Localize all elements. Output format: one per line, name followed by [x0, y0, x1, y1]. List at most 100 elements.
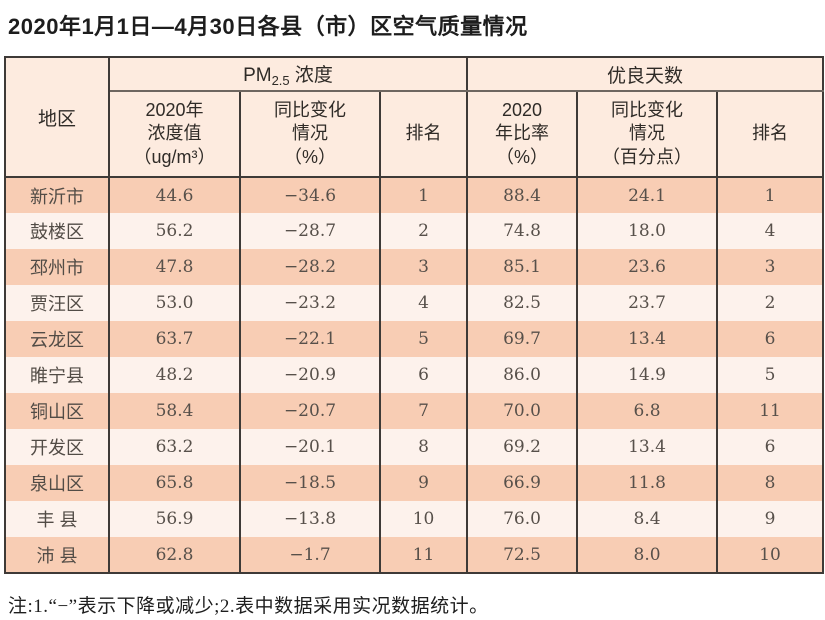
cell-pm-value: 65.8 [108, 465, 241, 501]
cell-days-rate: 86.0 [466, 357, 579, 393]
cell-days-change: 13.4 [576, 429, 719, 465]
cell-days-change: 8.0 [576, 537, 719, 573]
cell-pm-value: 44.6 [108, 177, 241, 213]
cell-region: 睢宁县 [4, 357, 110, 393]
cell-pm-change: −28.7 [239, 213, 381, 249]
cell-pm-value: 56.9 [108, 501, 241, 537]
cell-days-rate: 66.9 [466, 465, 579, 501]
group-header-row: 地区 PM2.5 浓度 优良天数 [4, 57, 825, 177]
cell-pm-change: −22.1 [239, 321, 381, 357]
cell-pm-change: −18.5 [239, 465, 381, 501]
cell-days-change: 24.1 [576, 177, 719, 213]
cell-region: 贾汪区 [4, 285, 110, 321]
col-group-pm25: PM2.5 浓度 [107, 57, 469, 92]
cell-days-change: 8.4 [576, 501, 719, 537]
table-row: 鼓楼区 56.2 −28.7 2 74.8 18.0 4 [4, 213, 825, 249]
cell-days-rate: 69.7 [466, 321, 579, 357]
page-title: 2020年1月1日—4月30日各县（市）区空气质量情况 [8, 14, 528, 39]
cell-days-change: 18.0 [576, 213, 719, 249]
cell-days-rank: 5 [716, 357, 825, 393]
cell-region: 铜山区 [4, 393, 110, 429]
col-header-days-rate: 2020 年比率 （%） [466, 91, 579, 177]
cell-days-rate: 76.0 [466, 501, 579, 537]
cell-pm-value: 53.0 [108, 285, 241, 321]
cell-days-rank: 11 [716, 393, 825, 429]
table-row: 开发区 63.2 −20.1 8 69.2 13.4 6 [4, 429, 825, 465]
cell-pm-value: 62.8 [108, 537, 241, 573]
cell-days-rank: 10 [716, 537, 825, 573]
col-header-pm-change: 同比变化 情况 （%） [239, 91, 381, 177]
cell-pm-change: −1.7 [239, 537, 381, 573]
cell-days-rank: 9 [716, 501, 825, 537]
cell-pm-rank: 3 [378, 249, 469, 285]
cell-pm-rank: 8 [378, 429, 469, 465]
cell-pm-rank: 10 [378, 501, 469, 537]
cell-region: 丰 县 [4, 501, 110, 537]
cell-pm-rank: 1 [378, 177, 469, 213]
cell-region: 泉山区 [4, 465, 110, 501]
footnote: 注:1.“−”表示下降或减少;2.表中数据采用实况数据统计。 [8, 596, 489, 617]
cell-pm-rank: 5 [378, 321, 469, 357]
col-header-pm-rank: 排名 [378, 91, 469, 177]
cell-pm-rank: 7 [378, 393, 469, 429]
table-row: 沛 县 62.8 −1.7 11 72.5 8.0 10 [4, 537, 825, 573]
cell-pm-rank: 9 [378, 465, 469, 501]
cell-days-rank: 2 [716, 285, 825, 321]
cell-region: 鼓楼区 [4, 213, 110, 249]
cell-pm-change: −20.9 [239, 357, 381, 393]
cell-days-change: 11.8 [576, 465, 719, 501]
cell-pm-value: 47.8 [108, 249, 241, 285]
cell-pm-rank: 11 [378, 537, 469, 573]
table-row: 铜山区 58.4 −20.7 7 70.0 6.8 11 [4, 393, 825, 429]
cell-days-rate: 70.0 [466, 393, 579, 429]
pm25-label: PM2.5 浓度 [243, 65, 333, 88]
cell-pm-value: 58.4 [108, 393, 241, 429]
cell-region: 邳州市 [4, 249, 110, 285]
cell-pm-rank: 4 [378, 285, 469, 321]
cell-region: 沛 县 [4, 537, 110, 573]
cell-days-change: 23.6 [576, 249, 719, 285]
col-header-days-rank: 排名 [716, 91, 825, 177]
cell-days-change: 13.4 [576, 321, 719, 357]
table-row: 睢宁县 48.2 −20.9 6 86.0 14.9 5 [4, 357, 825, 393]
table-row: 邳州市 47.8 −28.2 3 85.1 23.6 3 [4, 249, 825, 285]
cell-pm-rank: 6 [378, 357, 469, 393]
cell-pm-change: −20.7 [239, 393, 381, 429]
cell-pm-change: −28.2 [239, 249, 381, 285]
cell-days-rate: 85.1 [466, 249, 579, 285]
col-group-good-days: 优良天数 [466, 57, 825, 92]
col-header-pm-value: 2020年 浓度值 （ug/m³） [108, 91, 241, 177]
cell-days-rate: 72.5 [466, 537, 579, 573]
cell-pm-rank: 2 [378, 213, 469, 249]
table-row: 泉山区 65.8 −18.5 9 66.9 11.8 8 [4, 465, 825, 501]
cell-days-rank: 3 [716, 249, 825, 285]
air-quality-table: 地区 PM2.5 浓度 优良天数 2020年 浓度值 （ug/m³） 同比变化 … [4, 56, 825, 574]
table-row: 贾汪区 53.0 −23.2 4 82.5 23.7 2 [4, 285, 825, 321]
cell-days-rank: 1 [716, 177, 825, 213]
cell-pm-change: −34.6 [239, 177, 381, 213]
cell-region: 云龙区 [4, 321, 110, 357]
cell-days-change: 23.7 [576, 285, 719, 321]
cell-pm-value: 63.2 [108, 429, 241, 465]
table-row: 云龙区 63.7 −22.1 5 69.7 13.4 6 [4, 321, 825, 357]
cell-days-rate: 82.5 [466, 285, 579, 321]
cell-pm-change: −13.8 [239, 501, 381, 537]
table-row: 新沂市 44.6 −34.6 1 88.4 24.1 1 [4, 177, 825, 213]
cell-days-change: 6.8 [576, 393, 719, 429]
cell-pm-change: −23.2 [239, 285, 381, 321]
cell-region: 开发区 [4, 429, 110, 465]
cell-days-rank: 6 [716, 429, 825, 465]
pm25-subscript: 2.5 [271, 73, 290, 88]
cell-days-change: 14.9 [576, 357, 719, 393]
cell-days-rate: 74.8 [466, 213, 579, 249]
cell-pm-value: 63.7 [108, 321, 241, 357]
table-row: 丰 县 56.9 −13.8 10 76.0 8.4 9 [4, 501, 825, 537]
cell-pm-value: 48.2 [108, 357, 241, 393]
col-header-days-change: 同比变化 情况 （百分点） [576, 91, 719, 177]
table-body: 新沂市 44.6 −34.6 1 88.4 24.1 1 鼓楼区 56.2 −2… [4, 177, 825, 573]
col-header-region: 地区 [4, 57, 110, 177]
cell-pm-value: 56.2 [108, 213, 241, 249]
cell-pm-change: −20.1 [239, 429, 381, 465]
sub-header-row: 2020年 浓度值 （ug/m³） 同比变化 情况 （%） 排名 2020 年比… [5, 91, 825, 177]
